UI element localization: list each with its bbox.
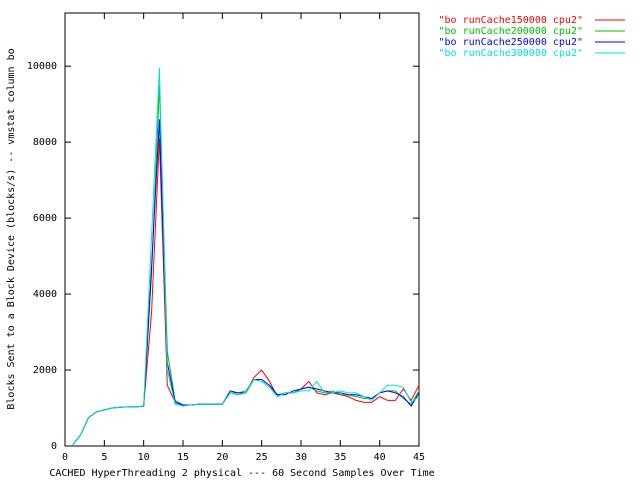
x-tick-label: 25 xyxy=(256,452,268,463)
y-axis-label: Blocks Sent to a Block Device (blocks/s)… xyxy=(6,48,17,409)
x-tick-label: 5 xyxy=(101,452,107,463)
x-tick-label: 0 xyxy=(62,452,68,463)
y-tick-label: 2000 xyxy=(33,365,57,376)
x-tick-label: 35 xyxy=(334,452,346,463)
x-tick-label: 20 xyxy=(216,452,228,463)
legend-label: "bo runCache150000 cpu2" xyxy=(439,15,584,26)
plot-frame xyxy=(64,12,420,447)
x-tick-label: 40 xyxy=(374,452,386,463)
x-tick-label: 45 xyxy=(413,452,425,463)
y-tick-label: 10000 xyxy=(27,61,57,72)
y-tick-label: 4000 xyxy=(33,289,57,300)
legend-label: "bo runCache250000 cpu2" xyxy=(439,37,584,48)
y-tick-label: 6000 xyxy=(33,213,57,224)
x-tick-label: 15 xyxy=(177,452,189,463)
series-line xyxy=(72,68,420,446)
series-line xyxy=(72,119,420,446)
x-axis-label: CACHED HyperThreading 2 physical --- 60 … xyxy=(49,468,434,479)
x-tick-label: 30 xyxy=(295,452,307,463)
legend-label: "bo runCache300000 cpu2" xyxy=(439,48,584,59)
y-tick-label: 8000 xyxy=(33,137,57,148)
y-tick-label: 0 xyxy=(51,441,57,452)
legend-label: "bo runCache200000 cpu2" xyxy=(439,26,584,37)
x-tick-label: 10 xyxy=(138,452,150,463)
series-line xyxy=(72,85,420,446)
